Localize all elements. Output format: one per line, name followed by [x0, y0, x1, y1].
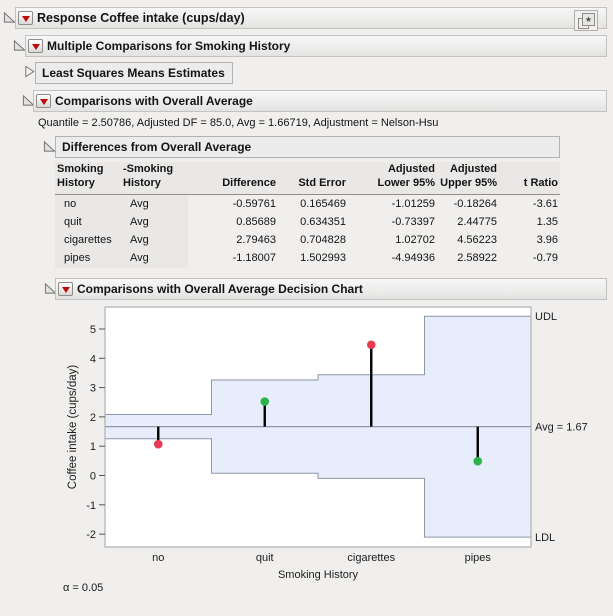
level-cell: no [55, 194, 121, 213]
y-tick-label: 2 [90, 412, 96, 424]
y-axis-title: Coffee intake (cups/day) [67, 365, 79, 490]
value-cell: 0.704828 [300, 234, 346, 247]
value-cell: Avg [121, 194, 188, 213]
value-cell: 2.79463 [236, 234, 276, 247]
differences-table: Smoking History -Smoking History Difference S… [55, 162, 560, 268]
quantile-summary-text: Quantile = 2.50786, Adjusted DF = 85.0, … [38, 117, 439, 129]
not-significant-point[interactable] [473, 456, 483, 466]
column-header: -Smoking History [121, 162, 188, 195]
value-cell: -3.61 [532, 197, 558, 210]
significant-point[interactable] [366, 340, 376, 350]
value-cell: -1.18007 [232, 252, 276, 265]
udl-label: UDL [535, 311, 557, 323]
y-tick-label: 3 [90, 383, 96, 395]
value-cell: 1.35 [536, 215, 558, 228]
avg-label: Avg = 1.67 [535, 422, 588, 434]
value-cell: 4.56223 [457, 234, 497, 247]
red-triangle-icon [39, 98, 48, 105]
level-cell: cigarettes [55, 231, 121, 250]
value-cell: -0.73397 [391, 215, 435, 228]
y-tick-label: -1 [86, 500, 96, 512]
x-category-label: no [152, 552, 164, 564]
value-cell: 1.502993 [300, 252, 346, 265]
cwoa-header-band: Comparisons with Overall Average [33, 90, 607, 112]
value-cell: Avg [121, 231, 188, 250]
x-axis-title: Smoking History [278, 569, 359, 581]
cwoa-title: Comparisons with Overall Average [55, 94, 253, 108]
column-header: t Ratio [499, 162, 560, 195]
differences-title: Differences from Overall Average [62, 140, 252, 154]
x-category-label: pipes [465, 552, 492, 564]
x-category-label: quit [256, 552, 274, 564]
column-header: Std Error [278, 162, 348, 195]
disclosure-open-multiple-comparisons-icon[interactable] [13, 39, 26, 52]
red-triangle-menu-multiple-comparisons[interactable] [28, 39, 43, 53]
y-tick-label: 5 [90, 324, 96, 336]
disclosure-closed-lsm-icon[interactable] [23, 65, 36, 78]
disclosure-open-response-icon[interactable] [3, 11, 16, 24]
value-cell: 0.165469 [300, 197, 346, 210]
y-tick-label: 1 [90, 441, 96, 453]
udl-step-line [105, 315, 531, 415]
disclosure-open-cwoa-icon[interactable] [22, 94, 35, 107]
lsm-header-box[interactable]: Least Squares Means Estimates [35, 62, 233, 84]
column-header: Difference [188, 162, 278, 195]
table-row: quit Avg 0.85689 0.634351 -0.73397 2.44775 1.3… [55, 212, 560, 232]
disclosure-open-decision-chart-icon[interactable] [44, 282, 57, 295]
table-row: pipes Avg -1.18007 1.502993 -4.94936 2.58922 -… [55, 249, 560, 268]
value-cell: -0.18264 [453, 197, 497, 210]
ldl-step-line [105, 438, 531, 538]
value-cell: 3.96 [536, 234, 558, 247]
red-triangle-menu-decision-chart[interactable] [58, 282, 73, 296]
red-triangle-icon [61, 286, 70, 293]
alpha-footnote: α = 0.05 [63, 582, 104, 594]
value-cell: 2.58922 [457, 252, 497, 265]
table-row: cigarettes Avg 2.79463 0.704828 1.02702 4.562… [55, 231, 560, 250]
ldl-label: LDL [535, 532, 555, 544]
y-tick-label: 4 [90, 353, 96, 365]
star-window-icon: ★ [582, 13, 595, 26]
value-cell: 2.44775 [457, 215, 497, 228]
value-cell: 0.85689 [236, 215, 276, 228]
level-cell: quit [55, 212, 121, 232]
y-tick-label: -2 [86, 529, 96, 541]
multiple-comparisons-title: Multiple Comparisons for Smoking History [47, 39, 291, 53]
multiple-comparisons-header-band: Multiple Comparisons for Smoking History [25, 35, 607, 57]
response-title: Response Coffee intake (cups/day) [37, 11, 245, 25]
value-cell: -0.79 [532, 252, 558, 265]
differences-header-box[interactable]: Differences from Overall Average [55, 136, 560, 158]
significant-point[interactable] [153, 439, 163, 449]
plot-frame [104, 306, 532, 548]
y-tick-label: 0 [90, 470, 96, 482]
red-triangle-icon [31, 43, 40, 50]
table-header-row: Smoking History -Smoking History Difference S… [55, 162, 560, 195]
red-triangle-menu-cwoa[interactable] [36, 94, 51, 108]
lsm-title: Least Squares Means Estimates [42, 66, 225, 80]
table-row: no Avg -0.59761 0.165469 -1.01259 -0.18264 -3.… [55, 194, 560, 213]
star-window-button[interactable]: ★ [574, 10, 598, 31]
response-header-band: Response Coffee intake (cups/day) ★ [15, 7, 607, 31]
red-triangle-icon [21, 15, 30, 22]
column-header: Adjusted Upper 95% [437, 162, 499, 195]
value-cell: Avg [121, 249, 188, 268]
disclosure-open-differences-icon[interactable] [43, 140, 56, 153]
not-significant-point[interactable] [260, 397, 270, 406]
value-cell: -0.59761 [232, 197, 276, 210]
column-header: Adjusted Lower 95% [348, 162, 437, 195]
value-cell: 1.02702 [395, 234, 435, 247]
red-triangle-menu-response[interactable] [18, 11, 33, 25]
x-category-label: cigarettes [347, 552, 395, 564]
column-header: Smoking History [55, 162, 121, 195]
value-cell: Avg [121, 212, 188, 232]
decision-chart-title: Comparisons with Overall Average Decisio… [77, 282, 363, 296]
value-cell: 0.634351 [300, 215, 346, 228]
value-cell: -1.01259 [391, 197, 435, 210]
value-cell: -4.94936 [391, 252, 435, 265]
level-cell: pipes [55, 249, 121, 268]
decision-chart-header-band: Comparisons with Overall Average Decisio… [55, 278, 607, 300]
